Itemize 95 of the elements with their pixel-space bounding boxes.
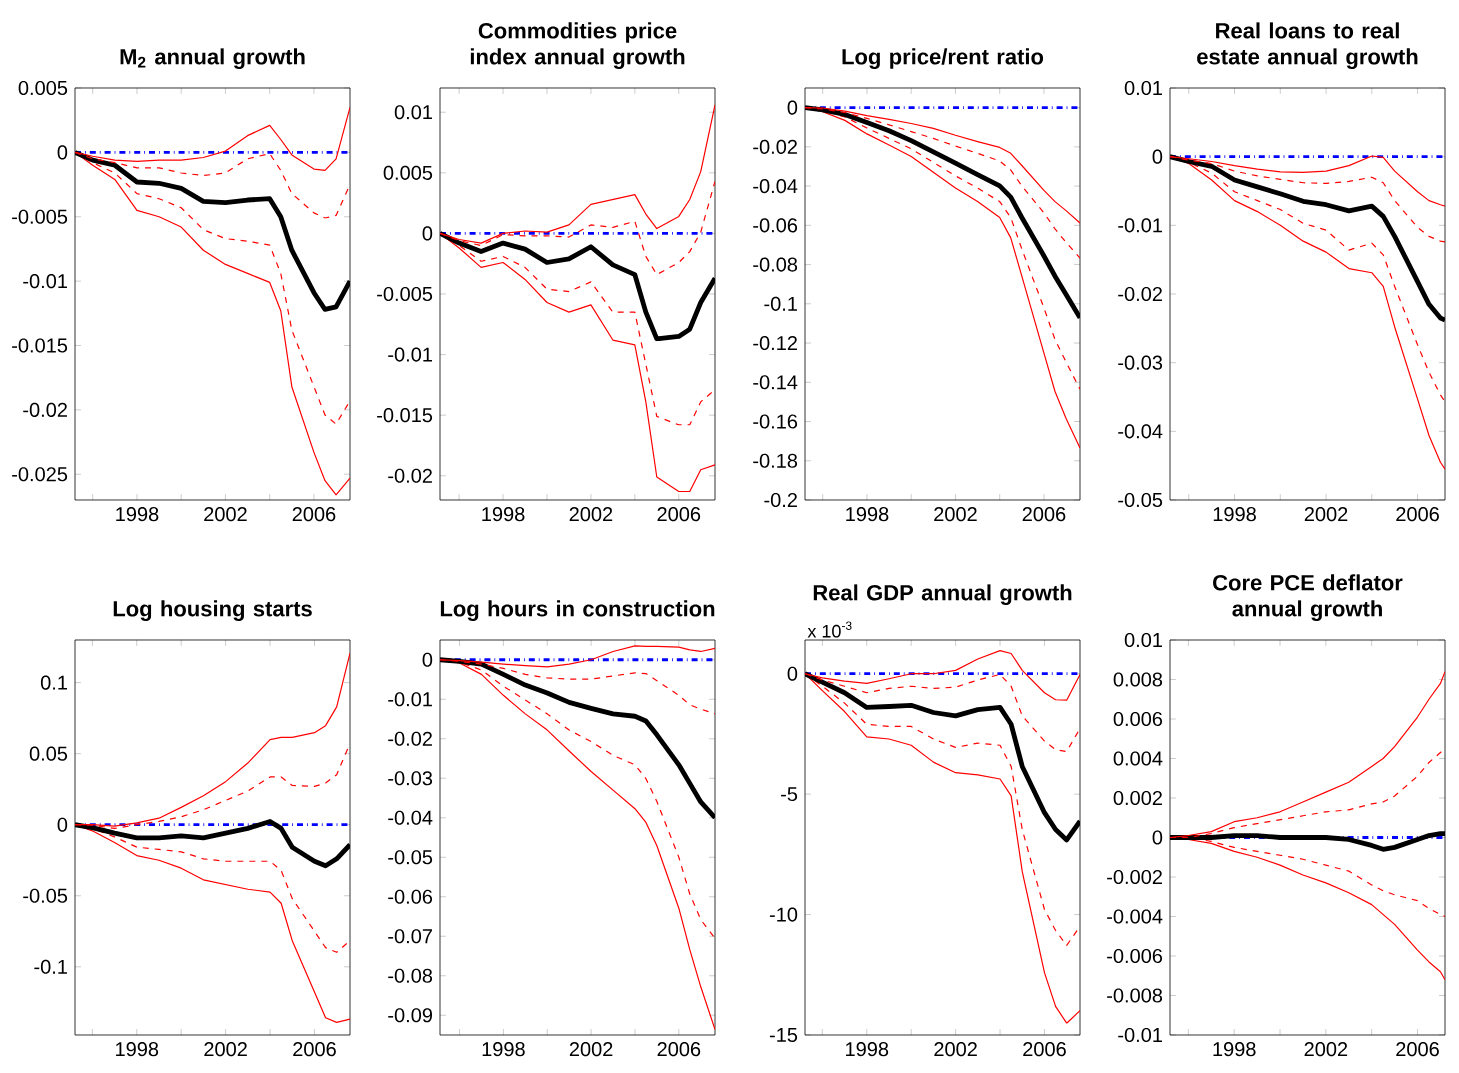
- y-tick-label: -0.03: [1118, 355, 1163, 370]
- x-tick-label: 2002: [569, 507, 613, 522]
- y-tick-label: -0.02: [388, 731, 432, 746]
- y-tick-label: 0.002: [1113, 790, 1162, 806]
- x-tick-label: 1998: [482, 507, 525, 522]
- y-tick-label: -0.06: [388, 889, 433, 904]
- y-tick-label: 0: [1152, 149, 1163, 164]
- x-tick-label: 2002: [1304, 1042, 1348, 1057]
- x-tick-label: 2006: [657, 1042, 701, 1057]
- x-tick-label: 1998: [1213, 1042, 1256, 1057]
- y-tick-label: -0.005: [12, 209, 68, 224]
- x-tick-label: 2006: [657, 507, 701, 522]
- y-tick-label: 0: [787, 666, 798, 681]
- chart-title: Commodities price index annual growth: [470, 22, 685, 69]
- y-tick-label: -0.09: [388, 1008, 433, 1023]
- y-tick-label: 0.005: [18, 80, 68, 96]
- y-tick-label: -0.04: [388, 810, 433, 825]
- y-tick-label: 0: [57, 817, 68, 832]
- chart-title: Real loans to real estate annual growth: [1197, 22, 1418, 69]
- y-tick-label: 0.006: [1113, 711, 1163, 727]
- x-tick-label: 1998: [482, 1042, 525, 1057]
- y-tick-label: 0.008: [1113, 672, 1163, 687]
- y-tick-label: 0.05: [29, 746, 68, 761]
- x-tick-label: 2006: [1396, 507, 1439, 522]
- y-tick-label: 0.01: [394, 105, 432, 120]
- x-tick-label: 2002: [204, 507, 247, 522]
- chart-title: M$_{2}$ annual growth: [120, 48, 305, 69]
- y-tick-label: -0.015: [377, 408, 433, 423]
- y-tick-label: -0.005: [377, 286, 433, 302]
- chart-title: Real GDP annual growth: [813, 584, 1072, 605]
- chart-title: Log hours in construction: [440, 600, 715, 621]
- y-tick-label: -0.002: [1107, 869, 1162, 885]
- y-tick-label: 0.004: [1113, 751, 1163, 766]
- y-tick-label: 0.01: [1124, 632, 1162, 648]
- y-tick-label: -0.02: [753, 139, 797, 154]
- y-tick-label: -0.2: [764, 492, 797, 508]
- y-tick-label: 0.1: [40, 675, 67, 690]
- y-tick-label: -0.01: [388, 692, 432, 707]
- y-tick-label: -0.01: [1118, 218, 1162, 233]
- chart-title: Log housing starts: [113, 600, 312, 621]
- text: x 10$^{-3}$: [807, 621, 852, 638]
- y-tick-label: 0.005: [383, 165, 433, 180]
- y-tick-label: -0.08: [388, 968, 433, 983]
- chart-title: Core PCE deflator annual growth: [1213, 574, 1403, 621]
- x-tick-label: 1998: [116, 507, 159, 522]
- y-tick-label: -0.1: [34, 959, 67, 974]
- y-tick-label: -0.07: [388, 929, 432, 944]
- y-tick-label: -0.14: [753, 375, 798, 390]
- x-tick-label: 2002: [934, 1042, 977, 1057]
- x-tick-label: 2002: [934, 507, 977, 522]
- y-tick-label: -0.18: [753, 453, 798, 468]
- y-tick-label: -0.02: [23, 402, 67, 417]
- y-tick-label: -0.025: [12, 467, 68, 482]
- x-tick-label: 2006: [1022, 507, 1066, 522]
- y-tick-label: -0.05: [23, 888, 68, 903]
- chart-title: Log price/rent ratio: [842, 48, 1044, 69]
- y-tick-label: -0.004: [1107, 909, 1163, 924]
- y-tick-label: -0.05: [1118, 492, 1163, 508]
- y-tick-label: -15: [769, 1028, 798, 1042]
- y-tick-label: -0.008: [1107, 988, 1163, 1003]
- x-tick-label: 2006: [293, 1042, 336, 1057]
- y-tick-label: -0.01: [388, 347, 432, 362]
- y-tick-label: -0.05: [388, 850, 433, 865]
- x-tick-label: 1998: [1213, 507, 1256, 522]
- x-tick-label: 1998: [116, 1042, 159, 1057]
- y-tick-label: -0.01: [23, 274, 67, 289]
- x-tick-label: 2006: [292, 507, 336, 522]
- y-tick-label: -0.04: [1118, 424, 1163, 439]
- x-tick-label: 2006: [1396, 1042, 1439, 1057]
- y-tick-label: -0.16: [753, 414, 798, 429]
- y-tick-label: -0.06: [753, 218, 798, 233]
- y-tick-label: 0: [57, 145, 68, 160]
- x-tick-label: 1998: [846, 507, 889, 522]
- y-tick-label: -0.02: [388, 468, 432, 483]
- y-tick-label: -0.1: [764, 296, 797, 311]
- y-tick-label: -0.08: [753, 257, 798, 272]
- y-tick-label: -10: [769, 907, 798, 922]
- x-tick-label: 2002: [569, 1042, 613, 1057]
- x-tick-label: 2002: [204, 1042, 247, 1057]
- y-tick-label: 0: [1152, 830, 1163, 845]
- y-tick-label: -0.015: [12, 338, 68, 353]
- y-tick-label: 0: [787, 100, 798, 115]
- y-tick-label: 0: [422, 226, 433, 241]
- y-tick-label: -0.006: [1107, 948, 1163, 964]
- y-tick-label: -0.03: [388, 771, 433, 786]
- y-tick-label: -0.01: [1118, 1027, 1162, 1043]
- x-tick-label: 2006: [1023, 1042, 1066, 1057]
- y-tick-label: 0.01: [1124, 80, 1162, 96]
- y-tick-label: -5: [781, 787, 798, 802]
- y-tick-label: -0.04: [753, 179, 798, 194]
- x-tick-label: 2002: [1304, 507, 1348, 522]
- y-tick-label: -0.02: [1118, 286, 1162, 302]
- x-tick-label: 1998: [846, 1042, 889, 1057]
- y-tick-label: -0.12: [753, 335, 797, 351]
- y-tick-label: 0: [422, 652, 433, 667]
